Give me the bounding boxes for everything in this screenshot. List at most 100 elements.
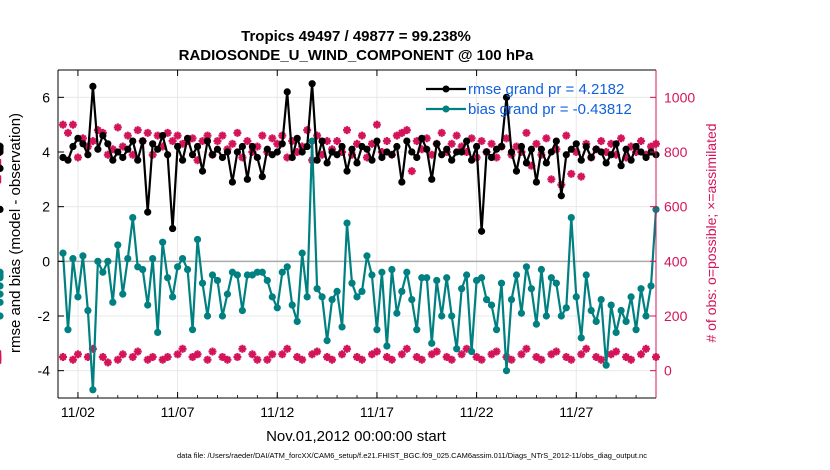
rmse-point bbox=[228, 178, 237, 186]
bias-point bbox=[358, 287, 366, 295]
rmse-point bbox=[318, 137, 326, 145]
legend-swatch-marker bbox=[442, 85, 450, 93]
obs-point bbox=[68, 355, 77, 364]
rmse-point bbox=[253, 153, 261, 162]
obs-point bbox=[163, 353, 172, 361]
obs-point bbox=[73, 153, 82, 162]
bias-point bbox=[193, 235, 202, 244]
obs-point bbox=[637, 350, 646, 359]
bias-point bbox=[582, 271, 590, 279]
rmse-point bbox=[129, 137, 137, 145]
rmse-point bbox=[497, 142, 506, 151]
y-tick-label: -2 bbox=[38, 308, 51, 324]
rmse-point bbox=[144, 208, 152, 216]
rmse-point bbox=[278, 140, 286, 148]
bias-point bbox=[178, 255, 187, 263]
y-tick-label: 2 bbox=[42, 199, 50, 215]
rmse-point bbox=[243, 175, 251, 183]
rmse-point bbox=[398, 178, 406, 186]
y-axis-label-left: rmse and bias (model - observation) bbox=[7, 113, 24, 353]
rmse-point bbox=[203, 137, 212, 145]
y-tick-label: 6 bbox=[42, 89, 50, 105]
x-tick-label: 11/07 bbox=[161, 404, 195, 420]
rmse-point bbox=[263, 145, 271, 153]
x-tick-label: 11/22 bbox=[460, 404, 494, 420]
obs-point bbox=[118, 350, 127, 359]
rmse-point bbox=[139, 137, 147, 145]
rmse-point bbox=[368, 156, 376, 164]
legend-entry: rmse grand pr = 4.2182 bbox=[468, 81, 624, 98]
rmse-point bbox=[84, 151, 92, 159]
bias-point bbox=[438, 312, 446, 320]
rmse-point bbox=[512, 167, 521, 175]
obs-point bbox=[477, 355, 486, 364]
bias-point bbox=[333, 287, 341, 295]
rmse-point bbox=[178, 156, 187, 164]
bias-point bbox=[298, 249, 306, 257]
obs-point bbox=[268, 134, 277, 143]
obs-point bbox=[522, 344, 531, 353]
y-right-tick-label: 800 bbox=[664, 144, 688, 160]
bias-point bbox=[388, 265, 396, 274]
rmse-point bbox=[582, 142, 590, 151]
rmse-point bbox=[607, 151, 615, 159]
rmse-point bbox=[258, 173, 266, 181]
obs-point bbox=[382, 137, 391, 146]
obs-point bbox=[617, 134, 626, 143]
obs-point bbox=[143, 128, 152, 137]
bias-point bbox=[408, 295, 416, 304]
rmse-point bbox=[542, 159, 550, 167]
obs-point bbox=[522, 128, 531, 137]
obs-point bbox=[283, 344, 292, 353]
bias-point bbox=[164, 274, 172, 282]
bias-point bbox=[502, 367, 511, 375]
bias-point bbox=[323, 336, 331, 345]
obs-point bbox=[567, 169, 576, 178]
bias-point bbox=[0, 298, 4, 306]
obs-point bbox=[173, 131, 182, 140]
bias-point bbox=[373, 326, 381, 334]
bias-point bbox=[557, 312, 565, 320]
rmse-point bbox=[119, 153, 127, 162]
rmse-point bbox=[477, 227, 486, 235]
obs-point bbox=[298, 355, 307, 364]
bias-point bbox=[59, 249, 67, 257]
x-tick-label: 11/12 bbox=[260, 404, 294, 420]
bias-point bbox=[492, 326, 501, 334]
bias-point bbox=[587, 306, 595, 315]
rmse-point bbox=[597, 148, 605, 156]
rmse-point bbox=[183, 134, 192, 142]
obs-point bbox=[607, 350, 616, 359]
bias-point bbox=[448, 312, 456, 320]
rmse-point bbox=[552, 137, 560, 145]
bias-point bbox=[174, 263, 182, 271]
rmse-point bbox=[0, 148, 4, 156]
obs-point bbox=[387, 355, 396, 364]
rmse-point bbox=[303, 142, 311, 151]
series-rmse bbox=[0, 80, 660, 235]
obs-point bbox=[437, 128, 446, 137]
y-right-tick-label: 400 bbox=[664, 253, 688, 269]
obs-point bbox=[582, 344, 591, 353]
obs-point bbox=[168, 137, 177, 146]
rmse-point bbox=[248, 142, 256, 151]
x-tick-label: 11/27 bbox=[559, 404, 593, 420]
rmse-point bbox=[99, 132, 107, 140]
rmse-point bbox=[418, 134, 426, 142]
bias-point bbox=[0, 282, 4, 290]
y-axis-label-right: # of obs: o=possible; ×=assimilated bbox=[703, 123, 719, 342]
obs-point bbox=[492, 153, 501, 162]
bias-point bbox=[637, 285, 645, 293]
rmse-point bbox=[413, 153, 421, 162]
obs-point bbox=[457, 350, 466, 359]
bias-point bbox=[353, 293, 361, 301]
bias-point bbox=[0, 271, 4, 279]
bias-point bbox=[154, 328, 162, 336]
rmse-point bbox=[622, 145, 630, 153]
obs-point bbox=[637, 137, 646, 146]
obs-point bbox=[597, 355, 606, 364]
rmse-point bbox=[557, 192, 565, 200]
rmse-point bbox=[632, 142, 640, 151]
rmse-point bbox=[94, 145, 102, 153]
bias-point bbox=[393, 309, 401, 317]
